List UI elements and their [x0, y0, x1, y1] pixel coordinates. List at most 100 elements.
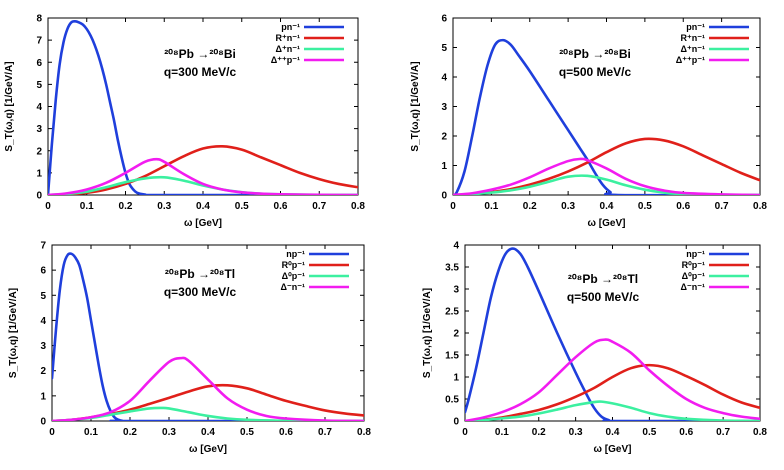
x-tick-label: 0.7	[312, 201, 326, 212]
y-tick-label: 7	[36, 36, 42, 47]
y-tick-label: 2	[441, 132, 447, 143]
y-tick-label: 2	[453, 329, 459, 340]
y-tick-label: 0	[453, 417, 459, 428]
x-tick-label: 0.3	[561, 201, 575, 212]
x-tick-label: 0.8	[753, 427, 767, 438]
y-tick-label: 0	[36, 191, 42, 202]
x-tick-label: 0.6	[279, 427, 293, 438]
y-tick-label: 4	[441, 73, 447, 84]
legend-label: Δ⁰p⁻¹	[682, 271, 705, 281]
y-tick-label: 5	[40, 291, 46, 302]
x-tick-label: 0.3	[157, 201, 171, 212]
legend-label: Δ⁺⁺p⁻¹	[271, 55, 300, 65]
chart-panel-2: 0 0.1 0.2 0.3 0.4 0.5 0.6 0.7 0.8 0 1 2 3 4 5 6 ω [GeV] S…	[410, 14, 767, 230]
chart-panel-3: 0 0.1 0.2 0.3 0.4 0.5 0.6 0.7 0.8 0 1 2 3 4 5 6 7 ω [GeV]…	[8, 241, 371, 456]
series-line-4	[465, 338, 760, 421]
x-tick-label: 0.2	[523, 201, 537, 212]
momentum-label: q=300 MeV/c	[164, 65, 237, 79]
reaction-label: ²⁰⁸Pb →²⁰⁸Bi	[164, 47, 236, 61]
x-tick-label: 0.4	[201, 427, 215, 438]
x-tick-label: 0.2	[532, 427, 546, 438]
x-tick-label: 0	[45, 201, 51, 212]
x-tick-label: 0.2	[123, 427, 137, 438]
y-axis-title: S_T(ω,q) [1/GeV/A]	[4, 61, 15, 151]
legend-label: Δ⁻n⁻¹	[281, 282, 305, 292]
legend-label: np⁻¹	[286, 249, 305, 259]
legend-label: pn⁻¹	[686, 22, 705, 32]
x-tick-label: 0	[462, 427, 468, 438]
series-line-1	[465, 247, 760, 421]
y-tick-label: 3	[36, 124, 42, 135]
x-tick-label: 0.3	[162, 427, 176, 438]
x-axis-title: ω [GeV]	[588, 218, 626, 229]
y-tick-label: 6	[441, 14, 447, 25]
x-tick-label: 0.1	[484, 201, 498, 212]
series-line-2	[465, 363, 760, 421]
y-tick-label: 5	[441, 43, 447, 54]
legend-label: R⁺n⁻¹	[276, 33, 301, 43]
y-tick-label: 0	[40, 417, 46, 428]
x-tick-label: 0.4	[196, 201, 210, 212]
y-tick-label: 0.5	[445, 395, 459, 406]
y-axis-title: S_T(ω,q) [1/GeV/A]	[422, 288, 433, 378]
reaction-label: ²⁰⁸Pb →²⁰⁸Bi	[559, 47, 631, 61]
y-tick-label: 4	[40, 316, 46, 327]
y-tick-label: 2.5	[445, 307, 459, 318]
x-tick-label: 0.1	[84, 427, 98, 438]
series-line-4	[48, 157, 358, 195]
x-tick-label: 0.4	[600, 201, 614, 212]
x-tick-label: 0.6	[679, 427, 693, 438]
series-line-3	[465, 400, 760, 421]
y-axis-title: S_T(ω,q) [1/GeV/A]	[410, 61, 421, 151]
y-tick-label: 1	[36, 168, 42, 179]
series-line-2	[48, 144, 358, 195]
x-tick-label: 0.2	[119, 201, 133, 212]
x-tick-label: 0.4	[606, 427, 620, 438]
legend-label: Δ⁺n⁻¹	[276, 44, 300, 54]
y-axis-title: S_T(ω,q) [1/GeV/A]	[8, 288, 19, 378]
x-tick-label: 0.1	[80, 201, 94, 212]
y-tick-label: 1	[441, 161, 447, 172]
x-tick-label: 0	[49, 427, 55, 438]
x-tick-label: 0.8	[357, 427, 371, 438]
y-tick-label: 2	[36, 146, 42, 157]
y-tick-label: 5	[36, 80, 42, 91]
legend-label: Δ⁻n⁻¹	[681, 282, 705, 292]
y-tick-label: 3	[40, 341, 46, 352]
legend-label: Δ⁺n⁻¹	[681, 44, 705, 54]
y-tick-label: 8	[36, 14, 42, 25]
x-tick-label: 0.7	[318, 427, 332, 438]
legend-label: np⁻¹	[686, 249, 705, 259]
legend-label: Δ⁺⁺p⁻¹	[676, 55, 705, 65]
legend-label: R⁰p⁻¹	[282, 260, 305, 270]
series-line-4	[52, 356, 364, 421]
x-tick-label: 0.8	[753, 201, 767, 212]
x-tick-label: 0.5	[642, 427, 656, 438]
y-tick-label: 0	[441, 191, 447, 202]
reaction-label: ²⁰⁸Pb →²⁰⁸Tl	[165, 267, 235, 281]
y-tick-label: 3.5	[445, 263, 459, 274]
chart-panel-4: 0 0.1 0.2 0.3 0.4 0.5 0.6 0.7 0.8 0 0.5 1 1.5 2 2.5 3 3.…	[422, 241, 767, 456]
legend-label: R⁰p⁻¹	[682, 260, 705, 270]
x-tick-label: 0.1	[495, 427, 509, 438]
x-axis-title: ω [GeV]	[189, 444, 227, 455]
y-tick-label: 6	[36, 58, 42, 69]
x-axis-title: ω [GeV]	[184, 218, 222, 229]
y-tick-label: 1	[40, 391, 46, 402]
x-tick-label: 0.5	[240, 427, 254, 438]
series-line-1	[453, 38, 760, 195]
y-tick-label: 4	[453, 241, 459, 252]
momentum-label: q=500 MeV/c	[559, 65, 632, 79]
y-tick-label: 4	[36, 102, 42, 113]
series-line-4	[453, 157, 760, 195]
y-tick-label: 3	[441, 102, 447, 113]
legend-label: Δ⁰p⁻¹	[282, 271, 305, 281]
x-tick-label: 0.3	[569, 427, 583, 438]
y-tick-label: 2	[40, 366, 46, 377]
x-tick-label: 0.6	[274, 201, 288, 212]
x-tick-label: 0.6	[676, 201, 690, 212]
y-tick-label: 3	[453, 285, 459, 296]
y-tick-label: 6	[40, 266, 46, 277]
series-line-1	[52, 252, 364, 421]
